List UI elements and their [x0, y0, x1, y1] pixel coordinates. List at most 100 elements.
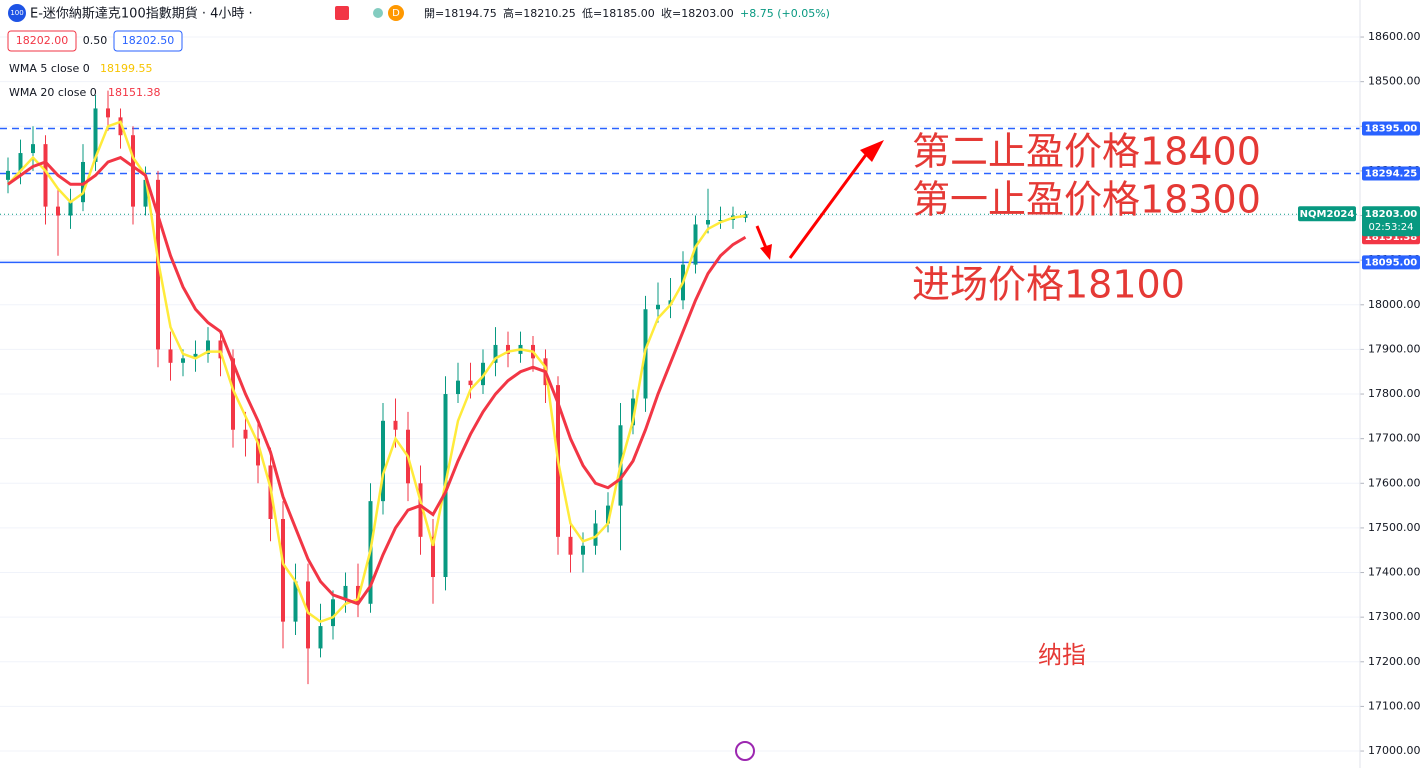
status-dot — [373, 8, 383, 18]
candle-body — [231, 358, 235, 430]
annotation: 第一止盈价格18300 — [912, 178, 1261, 222]
legend-value: 18199.55 — [100, 62, 153, 75]
candle-body — [18, 153, 23, 171]
candle-body — [493, 344, 498, 363]
legend-name: WMA 5 close 0 — [9, 62, 90, 75]
candle-body — [606, 505, 610, 524]
annotation: 纳指 — [1038, 641, 1086, 669]
candle-body — [506, 344, 510, 354]
candle-body — [43, 144, 48, 207]
candle-body — [281, 518, 285, 622]
candle-body — [31, 144, 35, 154]
sell-price[interactable]: 18202.00 — [16, 34, 69, 47]
y-tick-label: 17700.00 — [1368, 432, 1421, 445]
candle-body — [568, 536, 573, 555]
chart-title: E-迷你納斯達克100指數期貨 · 4小時 · — [30, 6, 253, 22]
last-price-label: 18203.00 — [1365, 209, 1418, 220]
candle-body — [118, 117, 123, 136]
ohlc-low: 低=18185.00 — [582, 7, 655, 20]
symbol-icon-text: 100 — [10, 9, 23, 17]
wma-line — [7, 120, 746, 624]
annotation: 进场价格18100 — [912, 263, 1185, 307]
countdown: 02:53:24 — [1369, 222, 1414, 233]
candle-body — [631, 398, 635, 426]
candle-body — [393, 420, 398, 430]
sell-button[interactable] — [7, 30, 77, 52]
price-tag-label: 18395.00 — [1365, 124, 1418, 135]
candle-body — [206, 340, 210, 354]
candle-body — [181, 358, 185, 363]
candle-body — [293, 581, 298, 622]
candle-body — [656, 304, 660, 310]
last-price-tag — [1362, 206, 1420, 237]
flag[interactable] — [335, 6, 349, 20]
symbol-tag-label: NQM2024 — [1300, 209, 1355, 220]
y-tick-label: 17200.00 — [1368, 655, 1421, 668]
candle-body — [93, 108, 98, 162]
badge — [388, 5, 404, 21]
buy-price[interactable]: 18202.50 — [122, 34, 175, 47]
candle-body — [431, 536, 435, 578]
y-tick-label: 17300.00 — [1368, 610, 1421, 623]
plot — [0, 36, 1360, 752]
candle-body — [106, 108, 110, 118]
y-tick-label: 18600.00 — [1368, 30, 1421, 43]
candle-body — [343, 585, 348, 600]
candle-body — [456, 380, 460, 395]
y-tick-label: 17400.00 — [1368, 566, 1421, 579]
candle-body — [143, 179, 148, 207]
candle-body — [418, 483, 423, 537]
candle-body — [56, 206, 60, 216]
candle-body — [331, 599, 335, 627]
y-tick-label: 17000.00 — [1368, 744, 1421, 757]
candle-body — [243, 429, 248, 439]
candle-body — [693, 224, 698, 265]
candle-body — [718, 220, 723, 222]
candle-body — [581, 545, 585, 555]
price-tag-label: 18294.25 — [1365, 168, 1418, 179]
candle-body — [318, 626, 323, 649]
price-tag-label: 18095.00 — [1365, 257, 1418, 268]
candle-body — [381, 420, 385, 502]
candle-body — [68, 202, 73, 216]
arrow — [755, 225, 768, 249]
logo — [735, 741, 755, 761]
price-tag — [1362, 121, 1420, 136]
badge-text: D — [392, 8, 400, 19]
arrow — [788, 151, 870, 259]
price-tag-label: 18151.38 — [1365, 232, 1418, 243]
candle-body — [131, 135, 135, 207]
arrow-head — [860, 140, 884, 162]
symbol-tag — [1298, 206, 1356, 222]
candle-body — [593, 523, 598, 546]
price-tag — [1362, 255, 1420, 270]
y-tick-label: 17500.00 — [1368, 521, 1421, 534]
candle-body — [706, 220, 710, 225]
candle-body — [81, 161, 85, 203]
y-tick-label: 17600.00 — [1368, 476, 1421, 489]
candle-body — [468, 380, 473, 386]
wma-line — [7, 155, 747, 606]
ohlc-high: 高=18210.25 — [503, 6, 576, 20]
buy-button[interactable] — [113, 30, 183, 52]
y-tick-label: 17800.00 — [1368, 387, 1421, 400]
ohlc-open: 開=18194.75 — [424, 7, 497, 20]
candle-body — [218, 340, 223, 359]
candle-body — [256, 438, 260, 466]
candle-body — [481, 362, 485, 386]
candle-body — [6, 170, 10, 180]
annotation: 第二止盈价格18400 — [912, 130, 1261, 174]
y-tick-label: 18000.00 — [1368, 298, 1421, 311]
legend-value: 18151.38 — [108, 86, 161, 99]
candle-body — [193, 353, 198, 359]
y-tick-label: 17900.00 — [1368, 342, 1421, 355]
y-tick-label: 18500.00 — [1368, 75, 1421, 88]
arrow-head — [760, 244, 772, 260]
spread: 0.50 — [83, 34, 108, 47]
candle-body — [306, 581, 310, 649]
y-tick-label: 17100.00 — [1368, 699, 1421, 712]
ohlc-change: +8.75 (+0.05%) — [740, 7, 830, 20]
price-tag — [1362, 166, 1420, 181]
